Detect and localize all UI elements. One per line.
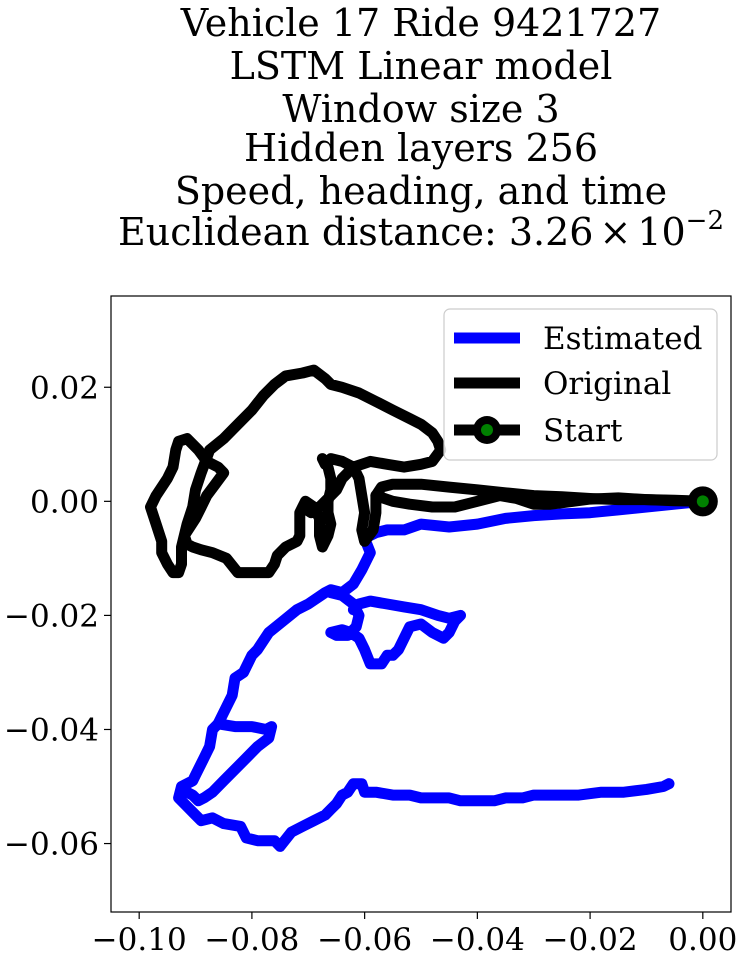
- x-tick-label: −0.08: [204, 922, 299, 958]
- y-tick-label: −0.02: [4, 598, 99, 634]
- title-line-3: Window size 3: [282, 87, 559, 131]
- y-tick-label: −0.06: [4, 827, 99, 863]
- start-marker-dot: [696, 495, 709, 508]
- start-marker-layer: [687, 486, 718, 517]
- legend-box: [443, 308, 718, 461]
- series-line-estimated-1: [325, 587, 466, 670]
- chart-title: Vehicle 17 Ride 9421727 LSTM Linear mode…: [118, 1, 724, 254]
- title-line-1: Vehicle 17 Ride 9421727: [180, 1, 661, 45]
- y-tick-label: −0.04: [4, 712, 99, 748]
- y-tick-label: 0.00: [30, 484, 99, 520]
- legend: Estimated Original Start: [443, 308, 718, 461]
- x-axis-ticks: −0.10 −0.08 −0.06 −0.04 −0.02 0.00: [92, 912, 737, 958]
- legend-start-label: Start: [543, 413, 623, 449]
- legend-start-marker-dot: [481, 424, 493, 436]
- title-metric-prefix: Euclidean distance: 3.26: [118, 210, 593, 254]
- x-tick-label: −0.04: [430, 922, 525, 958]
- title-metric-exponent: −2: [686, 206, 724, 236]
- x-tick-label: −0.10: [92, 922, 187, 958]
- series-layer: [145, 364, 709, 852]
- legend-estimated-label: Estimated: [543, 321, 702, 357]
- title-line-4: Hidden layers 256: [244, 126, 598, 170]
- legend-original-label: Original: [543, 366, 671, 402]
- title-line-6: Euclidean distance: 3.26 × 10−2: [118, 206, 724, 254]
- title-line-5: Speed, heading, and time: [175, 169, 667, 213]
- y-axis-ticks: 0.02 0.00 −0.02 −0.04 −0.06: [4, 370, 111, 863]
- title-line-2: LSTM Linear model: [230, 44, 613, 88]
- title-metric-times: ×: [599, 210, 631, 254]
- y-tick-label: 0.02: [30, 370, 99, 406]
- title-metric-base: 10: [637, 210, 685, 254]
- x-tick-label: −0.06: [317, 922, 412, 958]
- series-line-original-3: [145, 364, 709, 579]
- x-tick-label: −0.02: [543, 922, 638, 958]
- x-tick-label: 0.00: [668, 922, 737, 958]
- series-line-original-4: [370, 490, 709, 513]
- series-line-estimated-2: [181, 718, 278, 807]
- plot-area-frame: [110, 295, 732, 913]
